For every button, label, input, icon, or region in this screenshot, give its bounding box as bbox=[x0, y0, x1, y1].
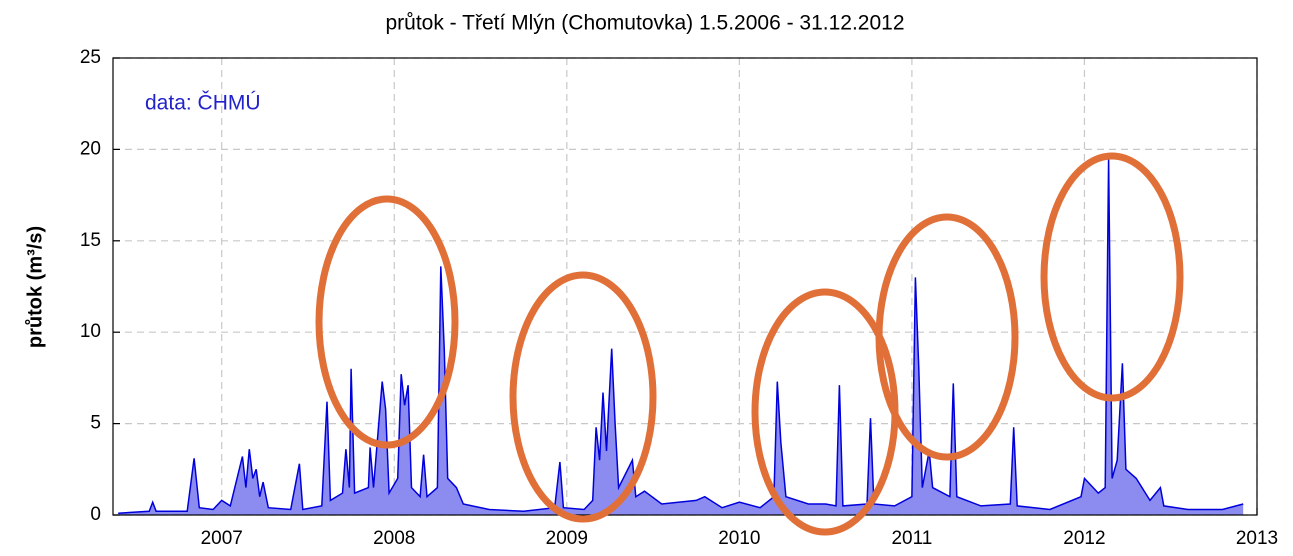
y-tick-label: 0 bbox=[90, 504, 101, 525]
y-tick-label: 25 bbox=[80, 47, 101, 68]
y-tick-label: 5 bbox=[90, 413, 101, 434]
series-area bbox=[118, 158, 1244, 515]
series-line bbox=[118, 158, 1244, 514]
highlight-ellipse bbox=[1040, 152, 1184, 402]
y-tick-label: 10 bbox=[80, 321, 101, 342]
x-tick-label: 2007 bbox=[201, 528, 243, 549]
annotation: data: ČHMÚ bbox=[145, 92, 261, 115]
y-tick-label: 20 bbox=[80, 138, 101, 159]
y-axis-label: průtok (m³/s) bbox=[24, 226, 46, 348]
plot-area: 0 5 10 15 20 25 2007 2008 2009 2010 2011 2012 2013 bbox=[80, 47, 1278, 549]
x-tick-label: 2008 bbox=[373, 528, 415, 549]
x-tick-label: 2011 bbox=[891, 528, 932, 549]
plot-border bbox=[112, 57, 1258, 516]
highlight-ellipse bbox=[509, 271, 657, 523]
x-tick-label: 2009 bbox=[546, 528, 588, 549]
x-tick-label: 2010 bbox=[718, 528, 760, 549]
chart-title: průtok - Třetí Mlýn (Chomutovka) 1.5.200… bbox=[385, 12, 904, 35]
highlights bbox=[315, 152, 1184, 536]
x-tick-label: 2012 bbox=[1063, 528, 1105, 549]
x-tick-label: 2013 bbox=[1236, 528, 1278, 549]
highlight-ellipse bbox=[315, 195, 459, 449]
y-tick-label: 15 bbox=[80, 230, 101, 251]
highlight-ellipse bbox=[875, 213, 1019, 461]
